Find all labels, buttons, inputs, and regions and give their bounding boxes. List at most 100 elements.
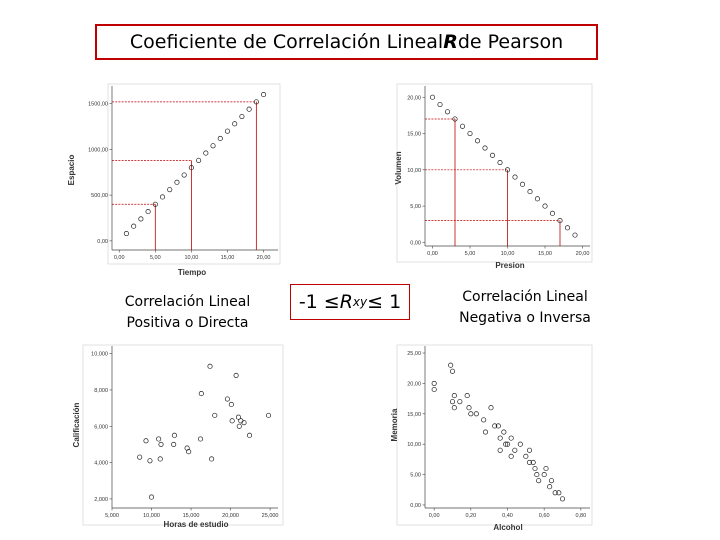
data-point bbox=[229, 418, 235, 424]
data-point bbox=[431, 380, 437, 386]
x-tick-label: 0,00 bbox=[114, 255, 125, 261]
data-point bbox=[148, 494, 155, 500]
data-point bbox=[536, 478, 542, 484]
data-point bbox=[482, 145, 488, 151]
x-tick-label: 15,00 bbox=[221, 255, 235, 261]
data-point bbox=[481, 417, 487, 423]
formula-var: R bbox=[339, 291, 353, 313]
data-point bbox=[497, 447, 503, 453]
data-point bbox=[451, 393, 457, 399]
data-point bbox=[429, 94, 436, 100]
x-tick-label: 0,20 bbox=[465, 513, 476, 519]
data-point bbox=[459, 123, 466, 129]
y-tick-label: 15,00 bbox=[407, 412, 421, 418]
x-axis-label: Tiempo bbox=[178, 268, 206, 277]
data-point bbox=[123, 230, 129, 237]
data-point bbox=[157, 456, 163, 462]
data-point bbox=[235, 414, 242, 420]
caption-negative-correlation: Correlación Lineal Negativa o Inversa bbox=[440, 287, 610, 329]
y-tick-label: 5,00 bbox=[410, 204, 421, 210]
data-point bbox=[488, 405, 494, 411]
x-tick-label: 0,60 bbox=[539, 513, 550, 519]
caption-left-line1: Correlación Lineal bbox=[124, 294, 251, 310]
x-tick-label: 0,00 bbox=[429, 513, 440, 519]
data-point bbox=[174, 179, 180, 185]
data-point bbox=[181, 172, 187, 178]
data-point bbox=[534, 472, 540, 478]
data-point bbox=[239, 113, 245, 120]
data-point bbox=[196, 157, 202, 163]
main-title: Coeficiente de Correlación Lineal R de P… bbox=[95, 24, 598, 60]
y-tick-label: 0,00 bbox=[97, 239, 108, 245]
data-point bbox=[147, 458, 153, 464]
y-axis-label: Calificación bbox=[72, 402, 81, 447]
data-point bbox=[224, 396, 230, 402]
data-point bbox=[238, 418, 244, 424]
data-point bbox=[171, 432, 177, 438]
x-tick-label: 25,000 bbox=[262, 513, 279, 519]
data-point bbox=[145, 209, 151, 215]
chart-frame bbox=[396, 344, 593, 526]
data-point bbox=[542, 203, 548, 209]
caption-right-line1: Correlación Lineal bbox=[462, 289, 588, 305]
data-point bbox=[198, 391, 204, 397]
y-axis-label: Volumen bbox=[394, 151, 403, 184]
formula-right: ≤ 1 bbox=[367, 291, 402, 313]
data-point bbox=[246, 106, 252, 112]
data-point bbox=[527, 189, 533, 195]
x-tick-label: 0,00 bbox=[427, 251, 438, 257]
data-point bbox=[167, 187, 173, 193]
data-point bbox=[246, 432, 253, 438]
data-point bbox=[497, 160, 503, 166]
data-point bbox=[519, 181, 526, 187]
data-point bbox=[549, 210, 556, 216]
data-point bbox=[543, 465, 549, 472]
x-axis-label: Alcohol bbox=[493, 523, 522, 532]
y-tick-label: 500,00 bbox=[91, 193, 108, 199]
data-point bbox=[210, 143, 216, 149]
chart-frame bbox=[107, 83, 281, 265]
data-point bbox=[156, 436, 162, 442]
data-point bbox=[559, 496, 566, 502]
data-point bbox=[508, 453, 514, 459]
data-point bbox=[158, 441, 164, 447]
x-tick-label: 20,00 bbox=[257, 255, 271, 261]
caption-right-line2: Negativa o Inversa bbox=[459, 310, 591, 326]
data-point bbox=[495, 423, 501, 429]
y-tick-label: 20,00 bbox=[407, 95, 421, 101]
chart-frame bbox=[82, 344, 284, 526]
data-point bbox=[184, 445, 190, 451]
data-point bbox=[508, 435, 514, 441]
y-tick-label: 10,000 bbox=[91, 352, 108, 358]
data-point bbox=[504, 441, 511, 447]
data-point bbox=[138, 216, 144, 222]
data-point bbox=[534, 196, 541, 202]
data-point bbox=[557, 218, 563, 224]
x-tick-label: 5,00 bbox=[150, 255, 161, 261]
data-point bbox=[556, 490, 562, 496]
x-tick-label: 20,000 bbox=[222, 513, 239, 519]
data-point bbox=[232, 121, 238, 127]
data-point bbox=[530, 459, 536, 465]
data-point bbox=[203, 150, 209, 156]
data-point bbox=[217, 135, 223, 142]
x-axis-label: Presion bbox=[495, 261, 524, 270]
data-point bbox=[437, 101, 443, 108]
data-point bbox=[547, 484, 553, 490]
y-tick-label: 2,000 bbox=[94, 497, 108, 503]
data-point bbox=[143, 438, 149, 444]
y-tick-label: 25,00 bbox=[407, 351, 421, 357]
data-point bbox=[572, 232, 578, 238]
x-tick-label: 0,40 bbox=[502, 513, 513, 519]
data-point bbox=[473, 411, 479, 417]
data-point bbox=[492, 423, 498, 429]
y-tick-label: 0,00 bbox=[410, 240, 421, 246]
y-tick-label: 15,00 bbox=[407, 132, 421, 138]
data-point bbox=[451, 405, 457, 411]
caption-left-line2: Positiva o Directa bbox=[126, 315, 249, 331]
data-point bbox=[504, 167, 511, 173]
formula-sub: xy bbox=[352, 295, 368, 309]
